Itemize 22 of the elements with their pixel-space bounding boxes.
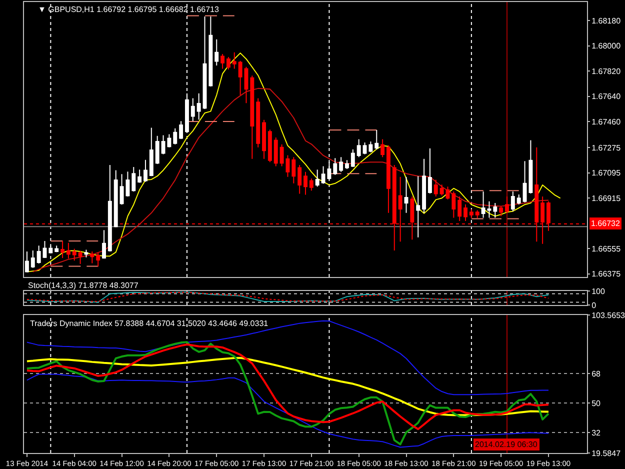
y-tick-label: 1.67820 bbox=[592, 66, 622, 76]
y-tick-label: 32 bbox=[592, 428, 602, 438]
text: Traders Dynamic Index 57.8388 44.6704 31.5020 43.4646 49.0331 bbox=[30, 319, 269, 328]
y-tick-label: 50 bbox=[592, 398, 602, 408]
y-tick-label: 100 bbox=[592, 286, 606, 296]
chart-title: ▼ GBPUSD,H1 1.66792 1.66795 1.66682 1.66713 bbox=[38, 5, 220, 14]
y-tick-label: 1.68180 bbox=[592, 16, 622, 26]
y-tick-label: 1.66375 bbox=[592, 270, 622, 279]
y-tick-label: 19.5847 bbox=[592, 448, 622, 458]
chart-title: Stoch(14,3,3) 71.8778 48.3077 bbox=[28, 281, 139, 290]
y-tick-label: 1.67095 bbox=[592, 168, 622, 178]
y-tick-label: 1.68000 bbox=[592, 42, 622, 51]
ref-line-label: 1.66732 bbox=[591, 219, 620, 228]
y-tick-label: 68 bbox=[592, 369, 602, 378]
y-tick-label: 1.67460 bbox=[592, 117, 622, 126]
y-tick-label: 1.66555 bbox=[592, 244, 622, 254]
y-tick-label: 103.5653 bbox=[592, 310, 625, 320]
y-tick-label: 1.67640 bbox=[592, 92, 622, 102]
y-tick-label: 1.66915 bbox=[592, 194, 622, 203]
y-tick-label: 1.67275 bbox=[592, 143, 622, 152]
annotation: 2014.02.19 06:30 bbox=[475, 440, 538, 449]
y-tick-label: 0 bbox=[592, 300, 597, 310]
